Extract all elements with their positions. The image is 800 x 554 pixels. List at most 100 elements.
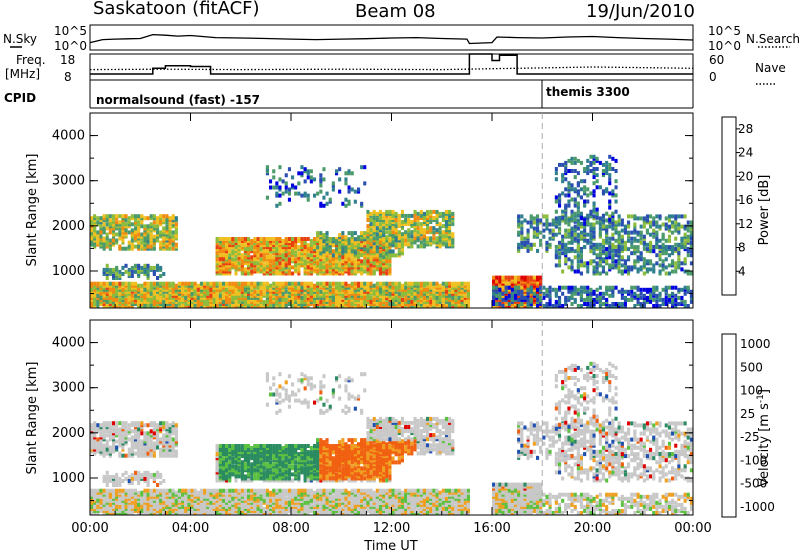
power-echo-cell [353,281,357,286]
power-echo-cell [683,240,687,245]
power-echo-cell [338,177,342,182]
power-echo-cell [689,245,693,250]
power-echo-cell [130,228,134,233]
power-echo-cell [316,237,320,242]
power-echo-cell [165,246,169,251]
power-echo-cell [451,295,455,300]
power-echo-cell [309,243,313,248]
power-echo-cell [605,302,609,306]
power-echo-cell [218,281,222,286]
power-echo-cell [422,234,426,239]
power-echo-cell [156,226,160,231]
power-echo-cell [639,255,643,260]
velocity-echo-cell [134,500,138,505]
power-echo-cell [218,269,222,274]
power-echo-cell [382,251,386,256]
power-echo-cell [278,255,282,260]
velocity-echo-cell [127,494,131,499]
power-echo-cell [237,281,241,286]
power-echo-cell [353,189,357,194]
power-echo-cell [539,287,543,292]
power-echo-cell [287,243,291,248]
power-echo-cell [143,238,147,243]
power-echo-cell [385,263,389,268]
power-echo-cell [375,263,379,268]
power-echo-cell [617,261,621,266]
power-echo-cell [655,253,659,258]
power-echo-cell [265,302,269,306]
power-echo-cell [347,295,351,300]
power-echo-cell [661,251,665,256]
power-echo-cell [328,263,332,268]
power-echo-cell [652,263,656,268]
power-echo-cell [463,304,467,308]
power-echo-cell [240,302,244,306]
power-echo-cell [319,281,323,286]
power-echo-cell [341,235,345,240]
power-echo-cell [124,302,128,306]
power-echo-cell [344,171,348,176]
power-echo-cell [159,287,163,292]
power-echo-cell [633,285,637,290]
power-echo-cell [193,295,197,300]
power-echo-cell [636,230,640,235]
power-echo-cell [627,220,631,225]
power-echo-cell [548,289,552,294]
power-echo-cell [108,267,112,272]
power-echo-cell [259,243,263,248]
power-echo-cell [642,293,646,298]
power-echo-cell [388,287,392,292]
power-echo-cell [193,302,197,306]
power-echo-cell [661,242,665,247]
power-echo-cell [152,287,156,292]
power-echo-cell [410,220,414,224]
power-echo-cell [410,213,414,218]
power-echo-cell [658,291,662,296]
power-echo-cell [545,302,549,306]
power-echo-cell [143,246,147,251]
power-echo-cell [275,269,279,274]
power-echo-cell [617,249,621,254]
power-echo-cell [300,237,304,241]
power-echo-cell [250,249,254,254]
power-echo-cell [397,218,401,222]
power-echo-cell [630,293,634,298]
power-echo-cell [617,236,621,241]
power-echo-cell [579,293,583,298]
power-echo-cell [671,245,675,250]
power-echo-cell [105,236,109,241]
power-echo-cell [517,275,521,280]
power-echo-cell [247,249,251,254]
power-echo-cell [278,237,282,241]
power-echo-cell [573,285,577,290]
power-echo-cell [686,253,690,258]
power-echo-cell [338,299,342,304]
velocity-echo-cell [124,509,128,513]
power-echo-cell [388,269,392,274]
power-echo-cell [385,249,389,254]
power-echo-cell [680,236,684,241]
power-echo-cell [598,304,602,308]
power-echo-cell [605,218,609,223]
power-echo-cell [671,291,675,296]
power-echo-cell [165,226,169,231]
power-echo-cell [413,302,417,306]
power-echo-cell [558,302,562,306]
power-echo-cell [118,236,122,241]
power-echo-cell [275,295,279,300]
power-echo-cell [652,304,656,308]
power-echo-cell [105,226,109,231]
power-echo-cell [554,287,558,292]
power-echo-cell [372,253,376,258]
power-echo-cell [162,218,166,223]
power-echo-cell [262,287,266,292]
power-echo-cell [532,242,536,247]
power-echo-cell [422,295,426,300]
power-echo-cell [589,240,593,245]
power-echo-cell [601,189,605,194]
power-echo-cell [102,287,106,292]
power-echo-cell [275,237,279,241]
power-echo-cell [507,281,511,286]
power-echo-cell [551,287,555,292]
power-echo-cell [605,287,609,292]
